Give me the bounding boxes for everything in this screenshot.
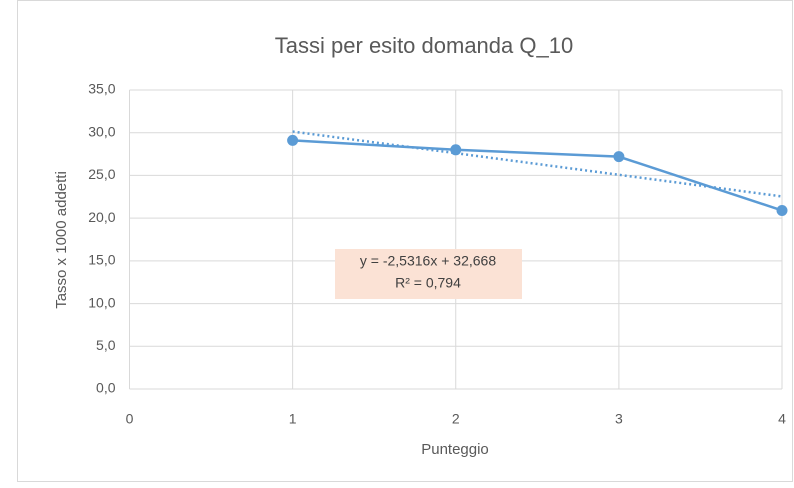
y-tick-label: 25,0 [88,166,115,182]
chart-title: Tassi per esito domanda Q_10 [275,33,573,58]
trendline-equation: y = -2,5316x + 32,668 [360,253,496,269]
data-point [287,134,299,146]
trendline [292,130,783,198]
y-tick-label: 20,0 [88,209,115,225]
x-axis-title: Punteggio [421,441,489,458]
y-tick-label: 30,0 [88,123,115,139]
x-tick-label: 4 [778,411,786,427]
y-tick-label: 10,0 [88,294,115,310]
y-tick-label: 5,0 [96,337,116,353]
chart-border [17,0,793,482]
x-tick-label: 2 [452,411,460,427]
x-tick-label: 1 [289,411,297,427]
trendline-equation: R² = 0,794 [395,275,461,291]
x-tick-label: 3 [615,411,623,427]
data-point [613,151,625,163]
y-tick-label: 15,0 [88,252,115,268]
x-tick-label: 0 [126,411,134,427]
series-line [292,139,783,212]
data-point [450,144,462,156]
y-tick-label: 0,0 [96,380,116,396]
y-tick-label: 35,0 [88,81,115,97]
equation-box [335,249,522,299]
data-point [776,204,788,216]
y-axis-title: Tasso x 1000 addetti [53,171,70,309]
